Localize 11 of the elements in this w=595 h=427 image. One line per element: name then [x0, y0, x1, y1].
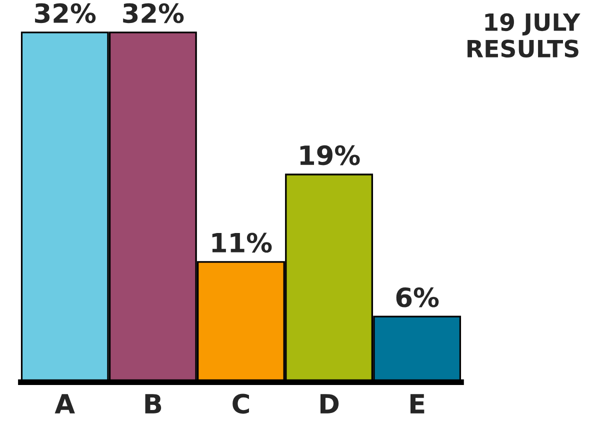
x-tick-label: B: [145, 394, 162, 414]
x-tick-label: D: [320, 394, 339, 414]
data-label: 6%: [396, 287, 439, 308]
text: 19 JULY RESULTS: [468, 13, 580, 58]
data-label: 11%: [212, 232, 272, 253]
x-tick-label: A: [54, 394, 75, 414]
data-label: 19%: [300, 145, 360, 166]
x-tick-label: C: [232, 394, 249, 414]
data-label: 32%: [35, 3, 96, 24]
x-tick-label: E: [410, 394, 424, 414]
data-label: 32%: [123, 3, 184, 24]
